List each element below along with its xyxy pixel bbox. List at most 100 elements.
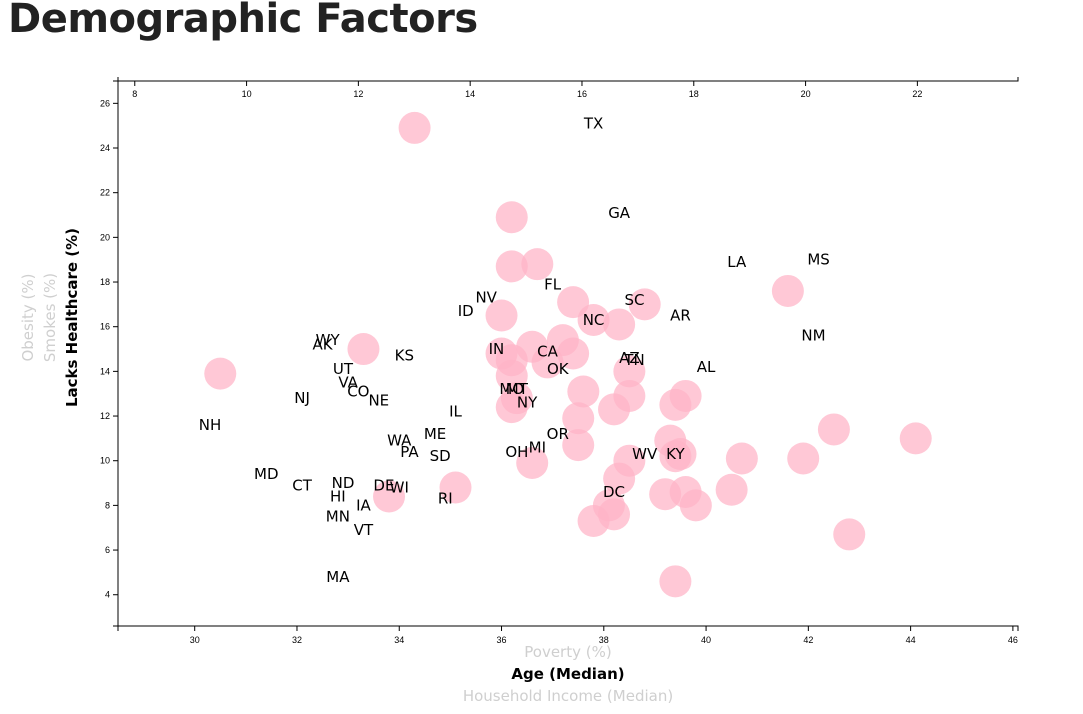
state-label: MT [506,380,529,398]
top-tick: 16 [577,81,587,99]
state-circle[interactable] [567,375,600,408]
state-label: TN [623,351,644,369]
bottom-tick-label: 32 [292,635,302,645]
state-circle[interactable] [715,473,748,506]
bottom-tick-label: 46 [1008,635,1018,645]
state-circle[interactable] [531,346,564,379]
y-tick: 18 [100,277,118,287]
y-axis-option[interactable]: Smokes (%) [41,273,59,362]
state-circle[interactable] [373,480,406,513]
state-circle[interactable] [659,440,692,473]
state-label: CT [292,476,312,494]
state-label: IN [489,340,505,358]
y-tick: 12 [100,411,118,421]
y-tick: 8 [105,500,118,510]
bottom-tick: 32 [292,626,302,645]
state-circle[interactable] [495,391,528,424]
top-tick: 10 [242,81,252,99]
state-label: AL [697,358,716,376]
bottom-tick: 36 [497,626,507,645]
state-label: HI [330,487,346,505]
state-circle[interactable] [577,505,610,538]
y-axis-option[interactable]: Obesity (%) [19,273,37,361]
state-circle[interactable] [562,429,595,462]
state-label: NC [583,311,605,329]
bottom-tick: 46 [1008,626,1018,645]
state-label: VA [338,374,358,392]
y-axis-option[interactable]: Lacks Healthcare (%) [63,228,81,407]
left-axis-line [113,80,119,627]
bottom-tick-label: 40 [701,635,711,645]
top-tick-label: 8 [132,89,137,99]
state-circle[interactable] [659,388,692,421]
state-circle[interactable] [649,478,682,511]
state-circle[interactable] [495,201,528,234]
left-y-axis: 4 6 8 10 12 14 16 18 20 22 24 26 [100,80,119,627]
state-circle[interactable] [439,471,472,504]
state-circle[interactable] [562,402,595,435]
state-label: PA [400,443,419,461]
state-label: LA [727,253,747,271]
state-label: ME [424,425,446,443]
state-circle[interactable] [899,422,932,455]
state-label: MA [326,568,350,586]
y-tick-label: 14 [100,366,110,376]
state-circle[interactable] [659,565,692,598]
y-tick: 10 [100,456,118,466]
state-circle[interactable] [516,446,549,479]
state-label: OH [505,443,528,461]
state-circle[interactable] [577,303,610,336]
state-label: NY [517,394,538,412]
x-axis-option[interactable]: Poverty (%) [524,643,611,661]
state-circle[interactable] [521,248,554,281]
state-circle[interactable] [628,288,661,321]
state-label: OR [547,425,569,443]
state-circle[interactable] [598,393,631,426]
bottom-tick-label: 42 [803,635,813,645]
state-circle[interactable] [603,462,636,495]
state-label: UT [333,360,354,378]
state-label: IL [449,403,462,421]
y-tick: 16 [100,322,118,332]
y-tick: 20 [100,232,118,242]
bottom-tick: 30 [190,626,200,645]
y-tick: 4 [105,590,118,600]
state-circle[interactable] [679,489,712,522]
state-circle[interactable] [485,299,518,332]
state-circle[interactable] [787,442,820,475]
state-circle[interactable] [603,308,636,341]
state-circle[interactable] [725,442,758,475]
y-tick-label: 10 [100,456,110,466]
state-label: IA [356,496,371,514]
top-tick: 8 [132,81,137,99]
x-axis-option[interactable]: Household Income (Median) [463,687,673,705]
bottom-tick: 42 [803,626,813,645]
top-tick-label: 12 [353,89,363,99]
state-label: KY [666,445,685,463]
state-circle[interactable] [495,250,528,283]
state-label: NH [199,416,222,434]
y-tick: 24 [100,143,118,153]
y-tick-label: 18 [100,277,110,287]
state-label: GA [608,204,631,222]
y-tick-label: 12 [100,411,110,421]
top-tick: 12 [353,81,363,99]
state-circle[interactable] [398,111,431,144]
state-circle[interactable] [613,355,646,388]
state-circle[interactable] [817,413,850,446]
state-label: SD [430,447,451,465]
state-label: CO [347,382,369,400]
y-tick-label: 26 [100,98,110,108]
x-axis-option[interactable]: Age (Median) [511,665,624,683]
state-circle[interactable] [347,333,380,366]
x-axis-label-group: Poverty (%) Age (Median) Household Income … [463,643,673,705]
bottom-tick: 38 [599,626,609,645]
state-circle[interactable] [833,518,866,551]
top-tick: 22 [912,81,922,99]
state-circle[interactable] [771,274,804,307]
y-tick-label: 4 [105,590,110,600]
state-label: CA [537,342,558,360]
state-circle[interactable] [204,357,237,390]
state-circle[interactable] [557,337,590,370]
